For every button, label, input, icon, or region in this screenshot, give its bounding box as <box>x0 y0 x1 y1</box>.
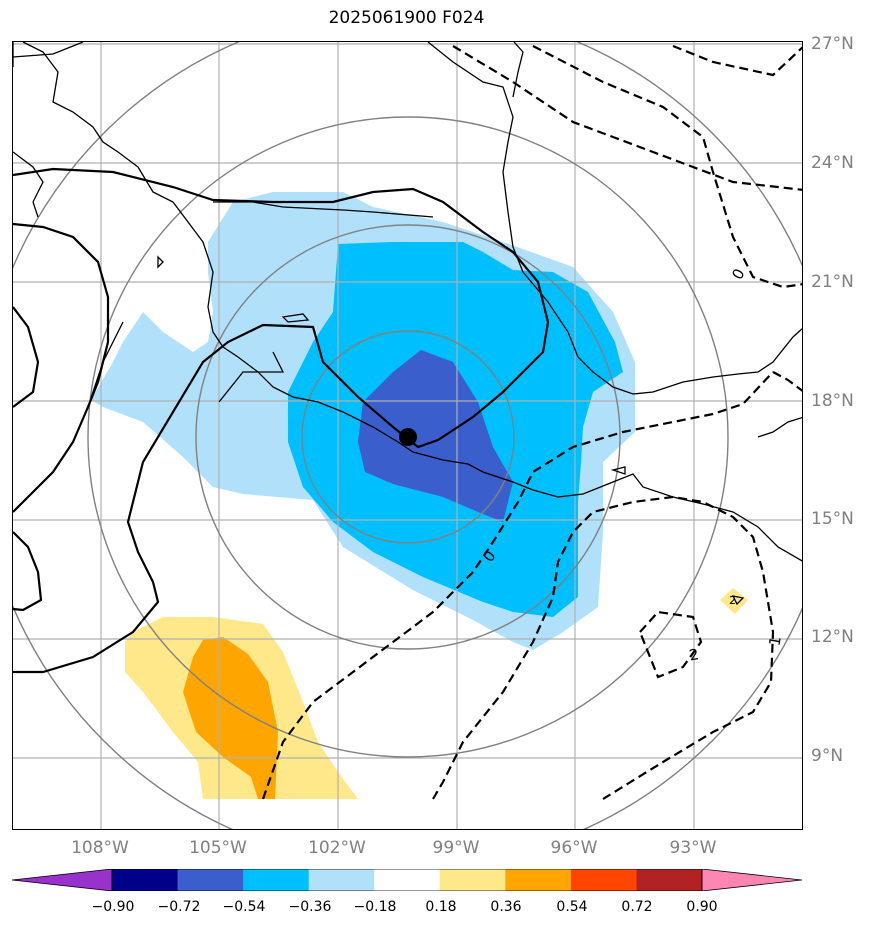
lat-label: 15°N <box>811 509 854 529</box>
lat-label: 21°N <box>811 272 854 292</box>
contour-label: 2 <box>688 645 701 664</box>
colorbar-tick-label: −0.72 <box>157 899 201 915</box>
graticule <box>13 42 802 829</box>
colorbar-segment <box>505 869 572 891</box>
colorbar-segment <box>636 869 703 891</box>
range-rings <box>13 42 802 829</box>
contour-label: 2 <box>729 594 736 607</box>
colorbar-tick-label: 0.36 <box>490 899 522 915</box>
colorbar-tick-label: 0.90 <box>686 899 718 915</box>
lon-label: 108°W <box>71 838 129 858</box>
colorbar-segment <box>570 869 637 891</box>
colorbar-extend-high <box>702 869 802 891</box>
colorbar-tick-label: 0.54 <box>556 899 588 915</box>
colorbar-extend-low <box>12 869 112 891</box>
negative-field-dark <box>358 350 513 522</box>
colorbar-tick-label: −0.54 <box>222 899 266 915</box>
map-canvas: 0 0 2 1 2 <box>13 42 802 829</box>
colorbar-tick-label: 0.18 <box>425 899 457 915</box>
colorbar-segment <box>112 869 179 891</box>
colorbar-segment <box>308 869 375 891</box>
coastlines <box>13 42 802 606</box>
solid-contours <box>13 167 550 674</box>
colorbar-tick-label: −0.18 <box>353 899 397 915</box>
lat-label: 9°N <box>811 746 844 766</box>
lon-label: 102°W <box>308 838 366 858</box>
lat-label: 12°N <box>811 627 854 647</box>
colorbar-segment <box>374 869 441 891</box>
contour-label: 0 <box>728 265 748 282</box>
colorbar <box>12 869 803 891</box>
dashed-contours <box>261 44 802 800</box>
lat-label: 24°N <box>811 153 854 173</box>
colorbar-tick-label: −0.90 <box>91 899 135 915</box>
lon-label: 105°W <box>189 838 247 858</box>
lon-label: 96°W <box>550 838 598 858</box>
map-title: 2025061900 F024 <box>328 8 485 28</box>
colorbar-segment <box>439 869 506 891</box>
colorbar-tick-label: −0.36 <box>288 899 332 915</box>
colorbar-segment <box>243 869 310 891</box>
storm-center-marker <box>399 428 417 446</box>
contour-label: 1 <box>765 635 784 648</box>
lon-label: 99°W <box>432 838 480 858</box>
map-panel: 0 0 2 1 2 <box>12 41 803 830</box>
lon-label: 93°W <box>669 838 717 858</box>
lat-label: 18°N <box>811 391 854 411</box>
lat-label: 27°N <box>811 34 854 54</box>
colorbar-tick-label: 0.72 <box>621 899 653 915</box>
colorbar-segment <box>177 869 244 891</box>
